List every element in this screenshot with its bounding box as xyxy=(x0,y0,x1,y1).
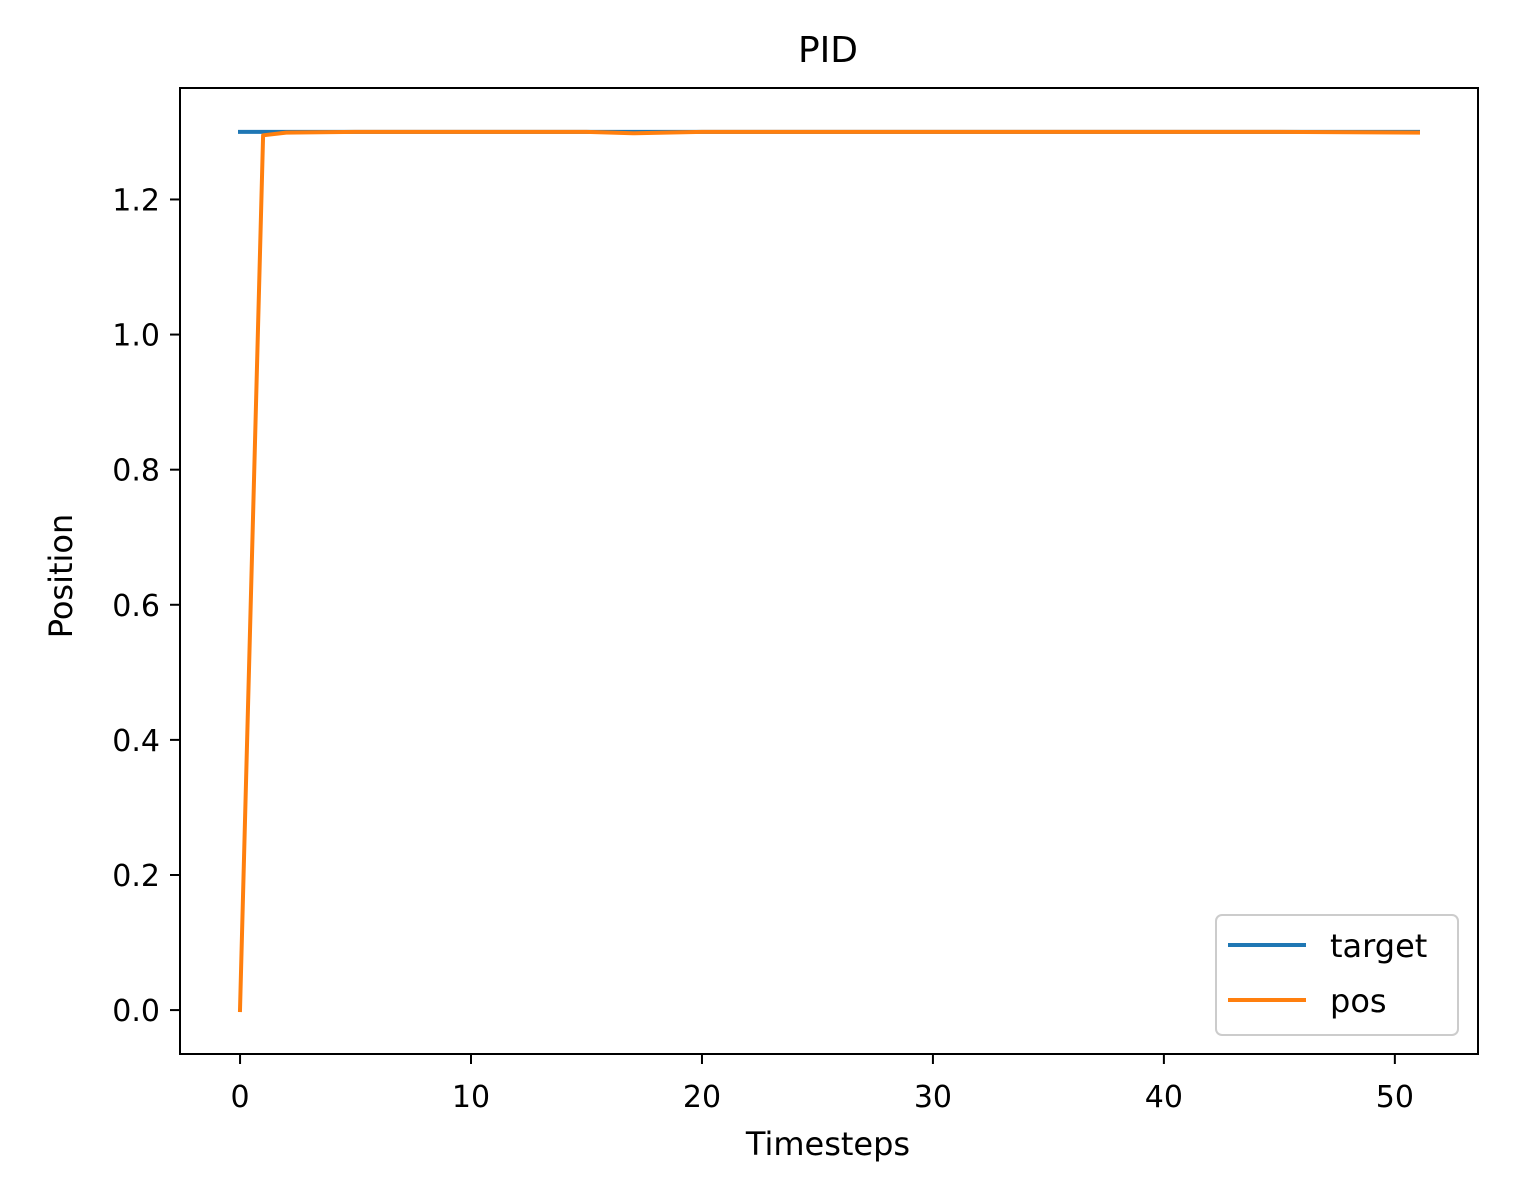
legend-label-pos: pos xyxy=(1330,982,1387,1020)
plot-area-frame xyxy=(179,87,1479,1055)
x-tick-label: 40 xyxy=(1145,1080,1183,1115)
x-axis-label: Timesteps xyxy=(745,1125,910,1163)
y-axis-label: Position xyxy=(42,514,80,639)
x-tick-label: 10 xyxy=(452,1080,490,1115)
y-tick-label: 0.6 xyxy=(112,589,160,624)
x-tick-label: 0 xyxy=(231,1080,250,1115)
x-tick-label: 30 xyxy=(914,1080,952,1115)
y-tick-label: 0.0 xyxy=(112,994,160,1029)
legend: target pos xyxy=(1215,914,1459,1036)
plot-lines xyxy=(237,129,1421,1013)
y-tick-label: 0.4 xyxy=(112,724,160,759)
chart-title: PID xyxy=(798,30,858,71)
y-axis: 0.0 0.2 0.4 0.6 0.8 1.0 1.2 xyxy=(112,183,180,1029)
y-tick-label: 1.0 xyxy=(112,319,160,354)
y-tick-label: 1.2 xyxy=(112,183,160,218)
x-axis: 0 10 20 30 40 50 xyxy=(231,1054,1414,1115)
y-tick-label: 0.2 xyxy=(112,859,160,894)
x-tick-label: 20 xyxy=(683,1080,721,1115)
y-tick-label: 0.8 xyxy=(112,454,160,489)
x-tick-label: 50 xyxy=(1376,1080,1414,1115)
legend-label-target: target xyxy=(1330,927,1427,965)
series-line-pos xyxy=(237,129,1421,1013)
